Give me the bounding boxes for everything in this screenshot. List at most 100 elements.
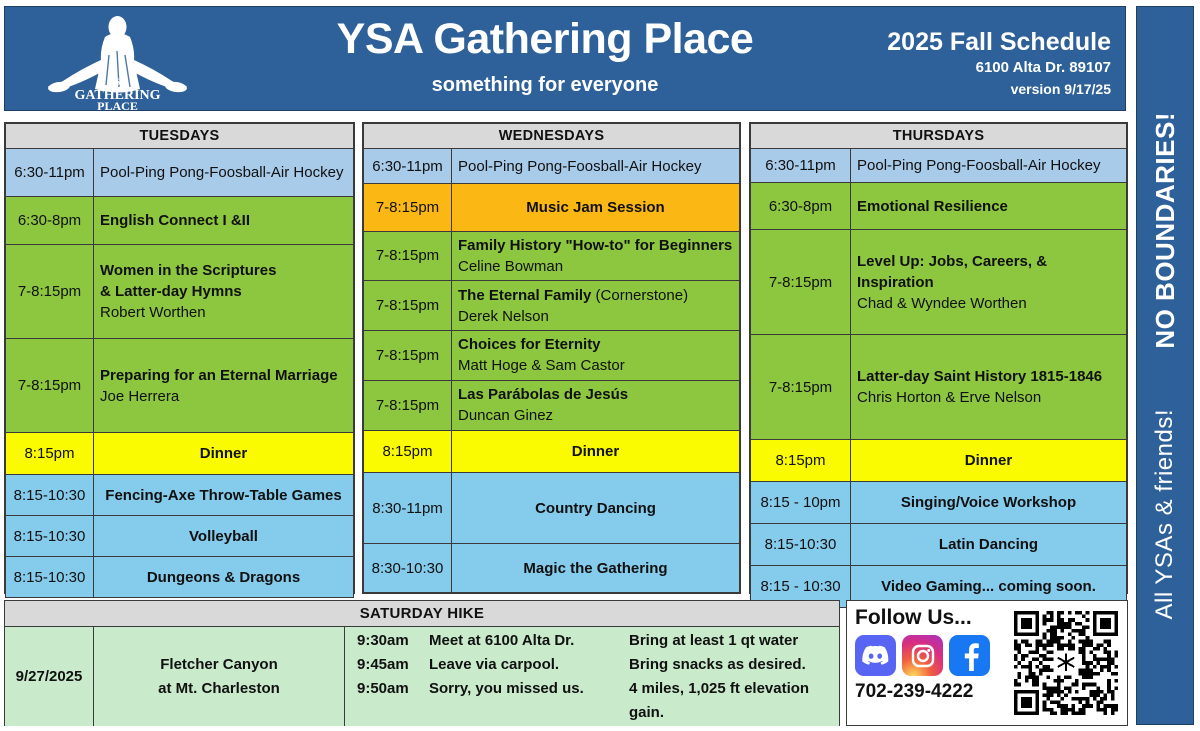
event-title: Magic the Gathering <box>523 559 668 577</box>
row-time: 6:30-11pm <box>5 148 94 197</box>
event-title: Preparing for an Eternal Marriage <box>100 366 338 384</box>
event-title: Women in the Scriptures & Latter-day Hymn… <box>100 262 277 300</box>
row-event: Choices for Eternity Matt Hoge & Sam Cast… <box>451 330 740 381</box>
row-time: 7-8:15pm <box>5 338 94 433</box>
column-header-row: WEDNESDAYS <box>363 122 740 150</box>
bottom-section: SATURDAY HIKE 9/27/2025 Fletcher Canyon … <box>4 600 1128 726</box>
qr-code[interactable] <box>1014 611 1118 715</box>
ysa-gathering-place-logo: YSA GATHERING PLACE <box>45 11 190 111</box>
logo-text-ysa: YSA <box>108 77 127 87</box>
header-meta: 2025 Fall Schedule 6100 Alta Dr. 89107 v… <box>887 27 1111 100</box>
event-title: Singing/Voice Workshop <box>900 494 1077 511</box>
event-title: Country Dancing <box>535 499 656 517</box>
schedule-row: 7-8:15pm Preparing for an Eternal Marriag… <box>5 338 354 433</box>
day-heading: THURSDAYS <box>750 123 1127 149</box>
day-heading: WEDNESDAYS <box>363 122 740 150</box>
hike-itinerary-row: 9:50am Sorry, you missed us. 4 miles, 1,02… <box>357 677 839 725</box>
row-time: 7-8:15pm <box>363 182 452 232</box>
schedule-row: 8:15-10:30 Dungeons & Dragons <box>5 556 354 598</box>
phone-number: 702-239-4222 <box>855 681 974 702</box>
row-event: Emotional Resilience <box>850 182 1127 230</box>
schedule-row: 6:30-8pm English Connect I &II <box>5 196 354 245</box>
column-header-row: TUESDAYS <box>5 123 354 149</box>
row-time: 6:30-8pm <box>750 182 851 230</box>
event-title: Volleyball <box>189 527 258 545</box>
qr-code-wrap[interactable] <box>1005 601 1127 725</box>
side-banner: NO BOUNDARIES! All YSAs & friends! <box>1136 6 1194 725</box>
logo-text-place: PLACE <box>97 99 138 111</box>
row-time: 8:15-10:30 <box>5 515 94 557</box>
event-title: Music Jam Session <box>526 198 665 216</box>
row-event: Latin Dancing <box>850 523 1127 566</box>
row-time: 7-8:15pm <box>363 230 452 282</box>
discord-icon[interactable] <box>855 635 896 676</box>
row-event: Pool-Ping Pong-Foosball-Air Hockey <box>850 148 1127 183</box>
row-time: 8:15pm <box>5 432 94 475</box>
event-presenter: Celine Bowman <box>458 257 564 275</box>
weekly-schedule: TUESDAYS 6:30-11pm Pool-Ping Pong-Foosbal… <box>4 122 1128 608</box>
event-title: Las Parábolas de Jesús <box>458 386 629 404</box>
schedule-row: 7-8:15pm Level Up: Jobs, Careers, & Inspi… <box>750 229 1127 335</box>
row-event: Singing/Voice Workshop <box>850 481 1127 524</box>
event-title: Fencing-Axe Throw-Table Games <box>105 486 342 504</box>
row-time: 7-8:15pm <box>363 280 452 332</box>
row-event: Level Up: Jobs, Careers, & Inspiration Ch… <box>850 229 1127 335</box>
season-label: 2025 Fall Schedule <box>887 28 1111 56</box>
schedule-row: 8:30-11pm Country Dancing <box>363 472 740 545</box>
hike-action: Sorry, you missed us. <box>429 679 584 697</box>
row-time: 8:15pm <box>363 429 452 474</box>
schedule-row: 8:15-10:30 Fencing-Axe Throw-Table Games <box>5 474 354 516</box>
schedule-row: 7-8:15pm Women in the Scriptures & Latter-… <box>5 244 354 339</box>
row-event: Volleyball <box>93 515 354 557</box>
schedule-row: 7-8:15pm Choices for Eternity Matt Hoge & … <box>363 330 740 381</box>
side-banner-headline: NO BOUNDARIES! <box>1149 111 1180 349</box>
event-title: Latin Dancing <box>938 536 1039 553</box>
side-banner-subline: All YSAs & friends! <box>1151 408 1178 620</box>
schedule-column-wednesdays: WEDNESDAYS 6:30-11pm Pool-Ping Pong-Foosb… <box>362 122 741 594</box>
schedule-row: 7-8:15pm Las Parábolas de Jesús Duncan Gin… <box>363 379 740 431</box>
instagram-icon[interactable] <box>902 635 943 676</box>
event-title: Level Up: Jobs, Careers, & Inspiration <box>857 252 1048 291</box>
day-heading: TUESDAYS <box>5 123 354 149</box>
row-event: Latter-day Saint History 1815-1846 Chris … <box>850 334 1127 440</box>
event-presenter: Duncan Ginez <box>458 407 554 425</box>
row-time: 8:15-10:30 <box>750 523 851 566</box>
page-title: YSA Gathering Place <box>336 15 754 63</box>
column-header-row: THURSDAYS <box>750 123 1127 149</box>
hike-note: 4 miles, 1,025 ft elevation gain. <box>629 679 810 721</box>
hike-date: 9/27/2025 <box>5 627 94 726</box>
social-links <box>855 635 1005 676</box>
facebook-icon[interactable] <box>949 635 990 676</box>
schedule-row: 8:15-10:30 Volleyball <box>5 515 354 557</box>
event-presenter: Derek Nelson <box>458 307 549 325</box>
hike-action: Leave via carpool. <box>429 655 560 673</box>
saturday-hike-panel: SATURDAY HIKE 9/27/2025 Fletcher Canyon … <box>4 600 840 726</box>
row-event: Las Parábolas de Jesús Duncan Ginez <box>451 379 740 431</box>
schedule-row: 7-8:15pm Music Jam Session <box>363 182 740 232</box>
event-title: Choices for Eternity <box>458 336 601 354</box>
event-presenter: Joe Herrera <box>100 387 180 405</box>
schedule-table-thursdays: THURSDAYS 6:30-11pm Pool-Ping Pong-Foosba… <box>750 123 1127 608</box>
event-title: Pool-Ping Pong-Foosball-Air Hockey <box>100 164 344 181</box>
row-time: 6:30-8pm <box>5 196 94 245</box>
schedule-row: 6:30-8pm Emotional Resilience <box>750 182 1127 230</box>
row-time: 7-8:15pm <box>363 379 452 431</box>
follow-us-panel: Follow Us... <box>846 600 1128 726</box>
schedule-row: 8:15pm Dinner <box>750 439 1127 482</box>
schedule-row: 8:15pm Dinner <box>363 429 740 474</box>
hike-heading: SATURDAY HIKE <box>5 601 839 627</box>
row-event: Pool-Ping Pong-Foosball-Air Hockey <box>451 148 740 184</box>
row-time: 8:30-10:30 <box>363 543 452 593</box>
hike-time: 9:30am <box>357 631 409 649</box>
event-title-suffix: (Cornerstone) <box>591 286 689 304</box>
row-event: Dinner <box>451 429 740 474</box>
event-presenter: Robert Worthen <box>100 304 206 321</box>
row-time: 8:15pm <box>750 439 851 482</box>
event-title: Dungeons & Dragons <box>146 568 301 586</box>
hike-body: 9/27/2025 Fletcher Canyon at Mt. Charles… <box>5 627 839 726</box>
row-time: 6:30-11pm <box>363 148 452 184</box>
hike-location-line1: Fletcher Canyon <box>160 655 278 673</box>
row-event: Country Dancing <box>451 472 740 545</box>
schedule-row: 6:30-11pm Pool-Ping Pong-Foosball-Air Hoc… <box>750 148 1127 183</box>
